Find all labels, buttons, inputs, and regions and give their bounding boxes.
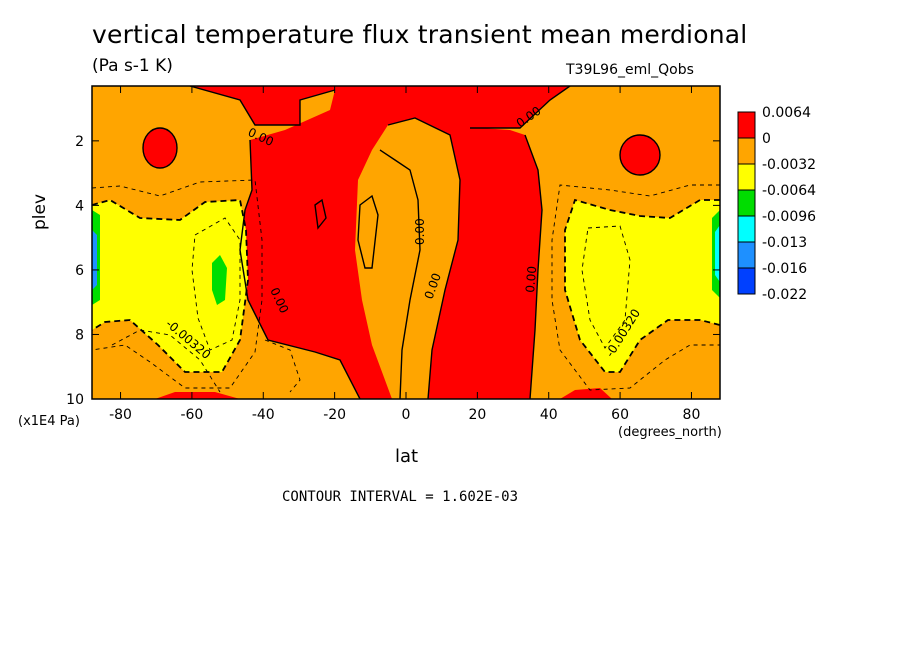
colorbar-label: -0.022 bbox=[762, 287, 807, 303]
chart-title: vertical temperature flux transient mean… bbox=[92, 20, 748, 49]
contour-label: 0.00 bbox=[413, 218, 427, 245]
x-tick-label: 60 bbox=[611, 407, 629, 423]
contour-thin-left-outer bbox=[92, 179, 263, 389]
colorbar-label: -0.0064 bbox=[762, 183, 816, 199]
y-tick-label: 10 bbox=[66, 392, 84, 408]
contour-spot-right bbox=[619, 134, 661, 176]
run-label: T39L96_eml_Qobs bbox=[566, 62, 694, 78]
x-tick-label: -40 bbox=[252, 407, 275, 423]
contour-thin-right-inner bbox=[581, 225, 631, 349]
region-red-spot-right bbox=[620, 135, 660, 175]
colorbar-label: -0.0096 bbox=[762, 209, 816, 225]
region-red-bottom-right bbox=[560, 388, 612, 399]
contour-zero-top-right bbox=[470, 86, 571, 129]
contour-zero-top bbox=[189, 86, 336, 126]
contour-zero-right bbox=[524, 134, 543, 399]
y-tick-label: 4 bbox=[75, 198, 84, 214]
chart-units: (Pa s-1 K) bbox=[92, 56, 173, 76]
y-tick-label: 6 bbox=[75, 263, 84, 279]
colorbar-swatch bbox=[737, 189, 756, 217]
contour-blob bbox=[357, 194, 379, 269]
colorbar-label: -0.013 bbox=[762, 235, 807, 251]
region-red-bottom-left bbox=[155, 392, 240, 399]
region-cyan-edge-right bbox=[715, 225, 720, 282]
colorbar-label: -0.016 bbox=[762, 261, 807, 277]
contour-thin-left-inner bbox=[191, 217, 241, 351]
y-tick-label: 2 bbox=[75, 134, 84, 150]
contour-zero-left bbox=[239, 139, 361, 399]
contour-label: 0.00 bbox=[523, 265, 539, 293]
x-tick-label: 0 bbox=[402, 407, 411, 423]
x-tick-label: 40 bbox=[540, 407, 558, 423]
colorbar-swatch bbox=[737, 163, 756, 191]
colorbar-swatch bbox=[737, 215, 756, 243]
x-tick-label: 80 bbox=[683, 407, 701, 423]
y-axis-ticks: 2 4 6 8 10 bbox=[66, 134, 720, 408]
contour-dashed-left bbox=[92, 199, 249, 373]
contour-dashed-right bbox=[564, 198, 720, 373]
contour-zero-tongue-right bbox=[387, 117, 461, 399]
colorbar-swatch bbox=[737, 241, 756, 269]
colorbar-label: -0.0032 bbox=[762, 157, 816, 173]
x-axis-ticks: -80 -60 -40 -20 0 20 40 60 80 bbox=[109, 86, 700, 423]
region-yellow-left bbox=[92, 200, 248, 372]
x-axis-units: (degrees_north) bbox=[618, 425, 722, 440]
contour-thin-bottom-left bbox=[111, 329, 221, 393]
contour-thin-bottom-mid bbox=[264, 339, 301, 393]
y-tick-label: 8 bbox=[75, 327, 84, 343]
colorbar-label: 0 bbox=[762, 131, 771, 147]
colorbar-swatch bbox=[737, 137, 756, 165]
region-red-center bbox=[190, 86, 542, 399]
colorbar: 0.0064 0 -0.0032 -0.0064 -0.0096 -0.013 -0.016… bbox=[737, 105, 816, 303]
contour-small-loop bbox=[314, 198, 327, 230]
x-tick-label: 20 bbox=[468, 407, 486, 423]
region-green-spot bbox=[212, 255, 227, 305]
contour-zero-tongue-left bbox=[379, 149, 421, 399]
region-blue-edge-left bbox=[92, 230, 97, 290]
y-axis-units: (x1E4 Pa) bbox=[18, 414, 80, 429]
colorbar-swatch bbox=[737, 111, 756, 139]
region-yellow-right bbox=[565, 200, 720, 372]
x-axis-label: lat bbox=[395, 446, 419, 467]
region-orange-blob bbox=[358, 196, 378, 268]
contour-spot-left bbox=[142, 127, 178, 169]
colorbar-swatch bbox=[737, 267, 756, 295]
contour-interval: CONTOUR INTERVAL = 1.602E-03 bbox=[282, 489, 519, 505]
x-tick-label: -60 bbox=[180, 407, 203, 423]
x-tick-label: -20 bbox=[323, 407, 346, 423]
colorbar-label: 0.0064 bbox=[762, 105, 811, 121]
region-red-top bbox=[190, 86, 570, 128]
region-red-spot-left bbox=[143, 128, 177, 168]
x-tick-label: -80 bbox=[109, 407, 132, 423]
